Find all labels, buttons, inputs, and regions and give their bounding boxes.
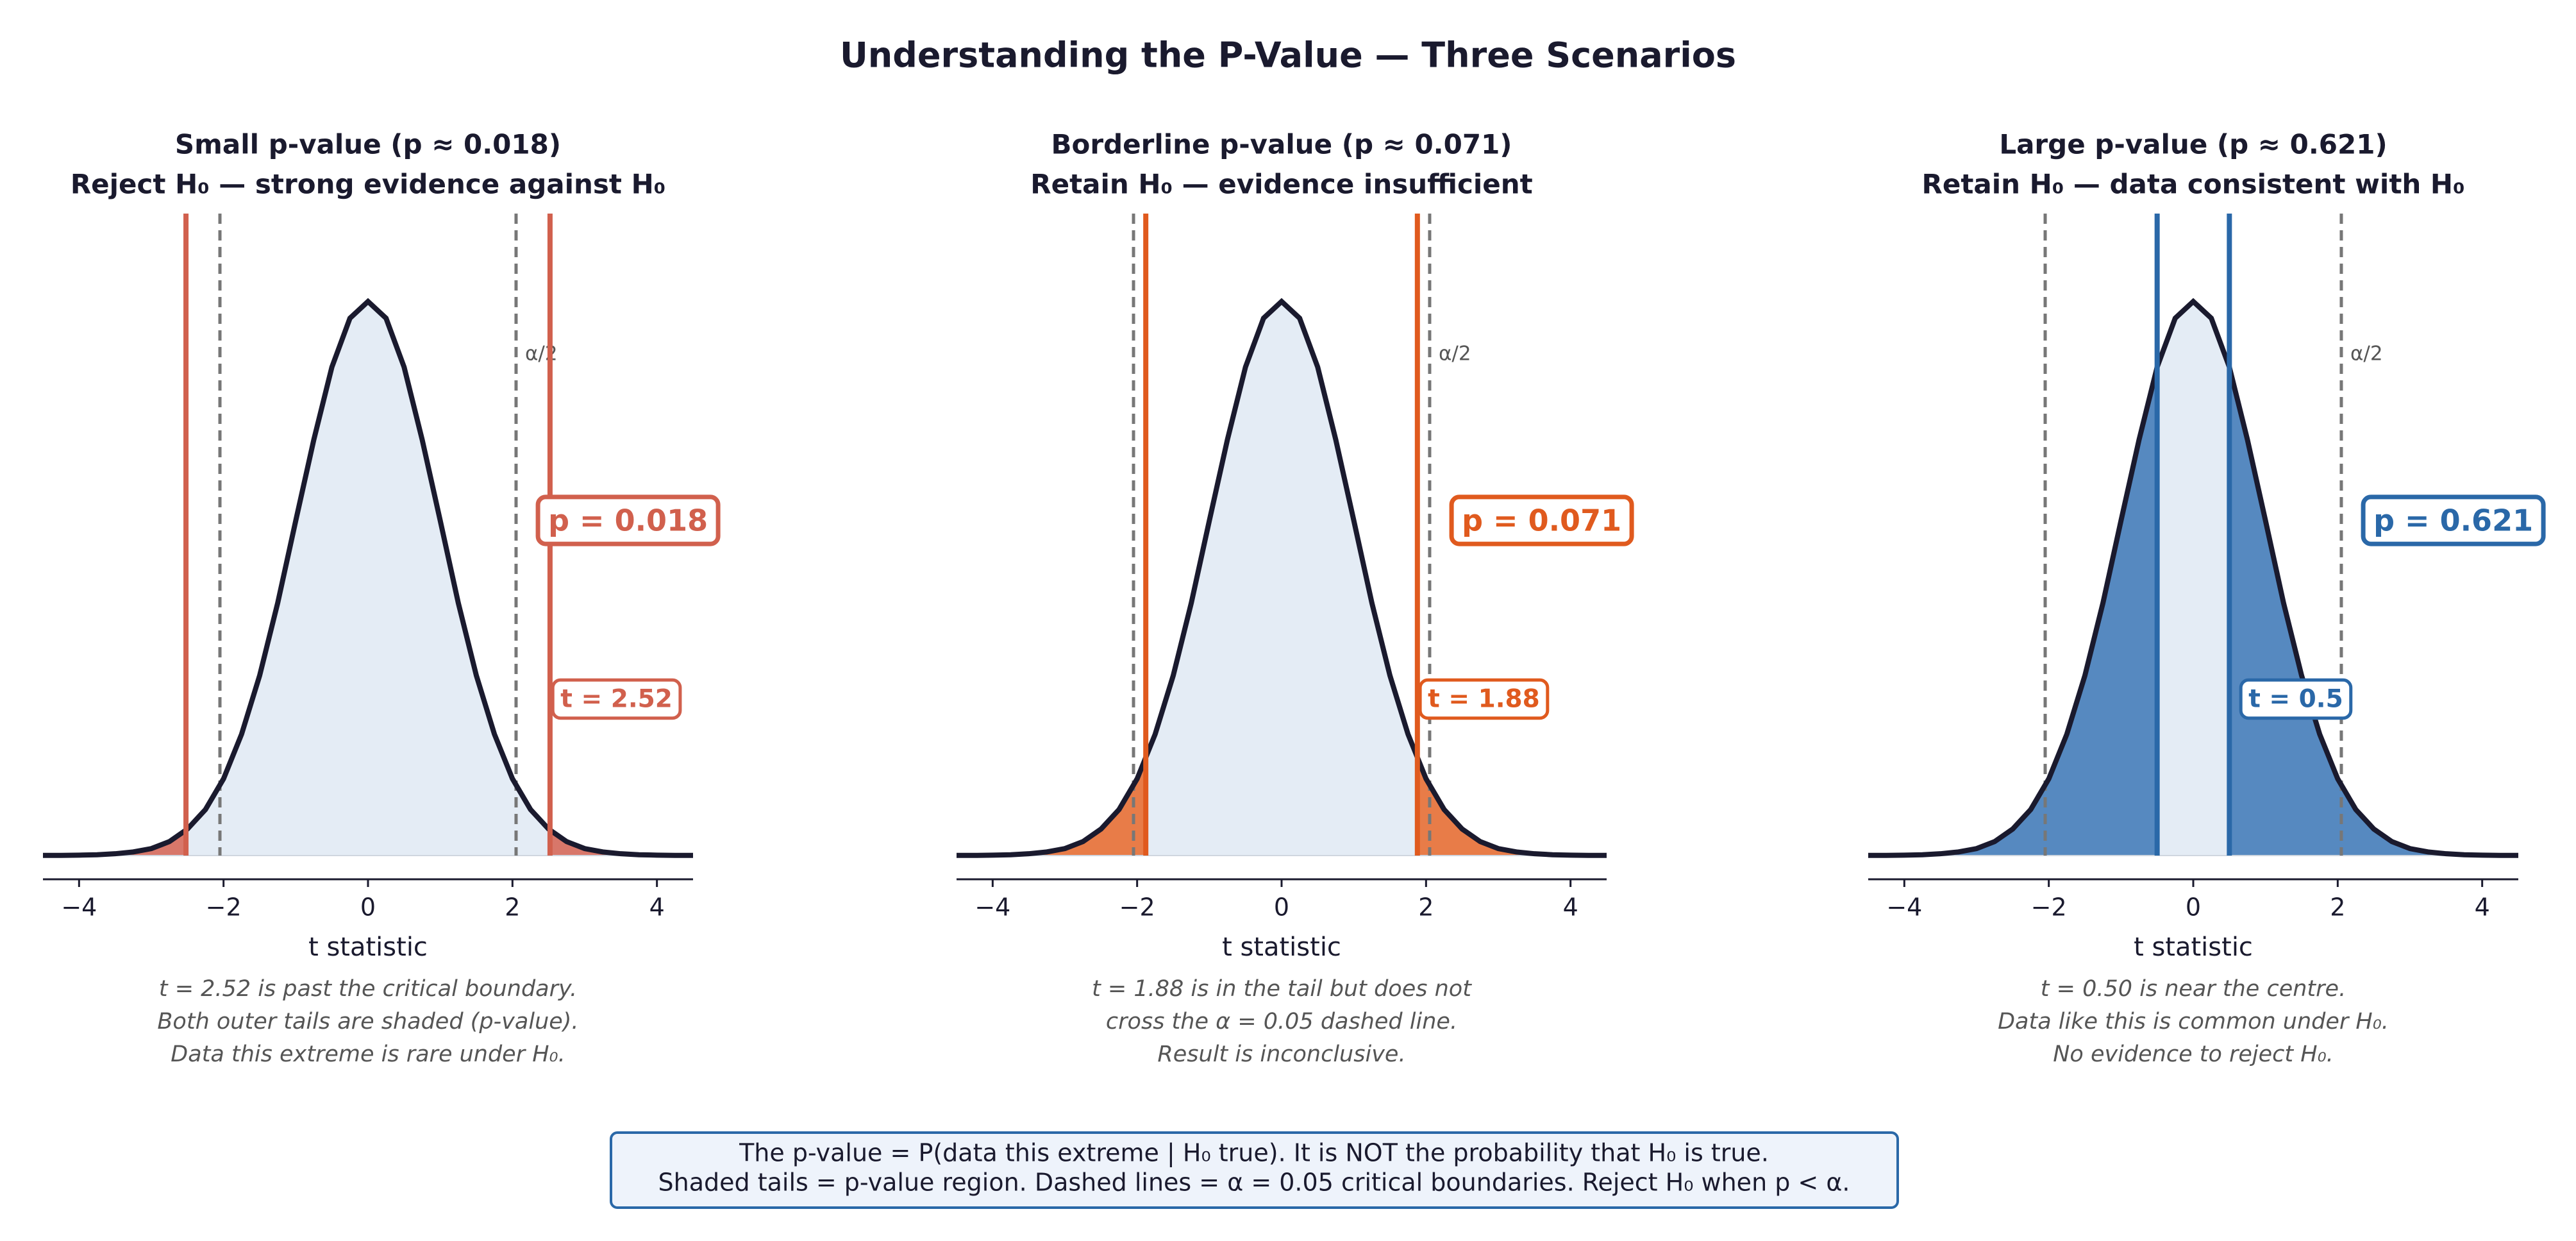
- p-label-box: [535, 494, 721, 546]
- x-axis-label: t statistic: [308, 933, 428, 962]
- p-label: p = 0.071: [1462, 503, 1621, 538]
- caption: Data this extreme is rare under H₀.: [171, 1042, 565, 1067]
- p-label-box: [2361, 494, 2546, 546]
- t-label: t = 1.88: [1428, 685, 1540, 714]
- p-label: p = 0.018: [548, 503, 708, 538]
- t-label: t = 0.5: [2248, 685, 2343, 714]
- panel-subtitle: Reject H₀ — strong evidence against H₀: [71, 169, 665, 200]
- t-label: t = 2.52: [560, 685, 673, 714]
- center-area: [957, 301, 1607, 856]
- critical-label: α/2: [2350, 342, 2383, 366]
- figure-title: Understanding the P-Value — Three Scenar…: [840, 35, 1736, 76]
- x-tick-label: 0: [1274, 893, 1289, 922]
- caption: No evidence to reject H₀.: [2053, 1042, 2334, 1067]
- panel-subtitle: Retain H₀ — data consistent with H₀: [1922, 169, 2465, 200]
- t-label-box: [551, 678, 682, 720]
- footnote-box: [610, 1131, 1899, 1209]
- x-tick-label: 0: [360, 893, 376, 922]
- panel-title: Large p-value (p ≈ 0.621): [1999, 129, 2387, 160]
- density-curve: [957, 298, 1607, 858]
- panel-subtitle: Retain H₀ — evidence insufficient: [1030, 169, 1532, 200]
- t-label-box: [2239, 678, 2353, 720]
- x-tick-label: −2: [1119, 893, 1155, 922]
- critical-label: α/2: [1439, 342, 1471, 366]
- footnote-line: Shaded tails = p-value region. Dashed li…: [658, 1169, 1850, 1197]
- x-tick-label: −2: [2031, 893, 2067, 922]
- t-label-box: [1418, 678, 1550, 720]
- density-curve: [43, 298, 693, 858]
- center-area: [43, 301, 693, 856]
- x-tick-label: −4: [974, 893, 1010, 922]
- critical-label: α/2: [525, 342, 558, 366]
- panel-title: Borderline p-value (p ≈ 0.071): [1051, 129, 1512, 160]
- footnote-line: The p-value = P(data this extreme | H₀ t…: [739, 1139, 1769, 1168]
- x-tick-label: −4: [61, 893, 97, 922]
- caption: t = 2.52 is past the critical boundary.: [159, 976, 577, 1002]
- x-axis-label: t statistic: [1222, 933, 1341, 962]
- caption: Data like this is common under H₀.: [1998, 1009, 2389, 1034]
- caption: t = 0.50 is near the centre.: [2041, 976, 2346, 1002]
- x-tick-label: −2: [206, 893, 242, 922]
- caption: t = 1.88 is in the tail but does not: [1092, 976, 1472, 1002]
- panel-title: Small p-value (p ≈ 0.018): [175, 129, 561, 160]
- x-tick-label: 2: [1418, 893, 1434, 922]
- caption: cross the α = 0.05 dashed line.: [1106, 1009, 1457, 1034]
- p-label-box: [1449, 494, 1634, 546]
- x-tick-label: 4: [2475, 893, 2490, 922]
- caption: Result is inconclusive.: [1157, 1042, 1405, 1067]
- center-area: [1868, 301, 2518, 856]
- x-tick-label: 2: [2330, 893, 2345, 922]
- x-axis-label: t statistic: [2134, 933, 2253, 962]
- x-tick-label: 0: [2186, 893, 2201, 922]
- x-tick-label: 4: [1563, 893, 1578, 922]
- caption: Both outer tails are shaded (p-value).: [157, 1009, 578, 1034]
- p-label: p = 0.621: [2373, 503, 2533, 538]
- x-tick-label: −4: [1886, 893, 1922, 922]
- x-tick-label: 2: [505, 893, 520, 922]
- x-tick-label: 4: [649, 893, 665, 922]
- density-curve: [1868, 298, 2518, 858]
